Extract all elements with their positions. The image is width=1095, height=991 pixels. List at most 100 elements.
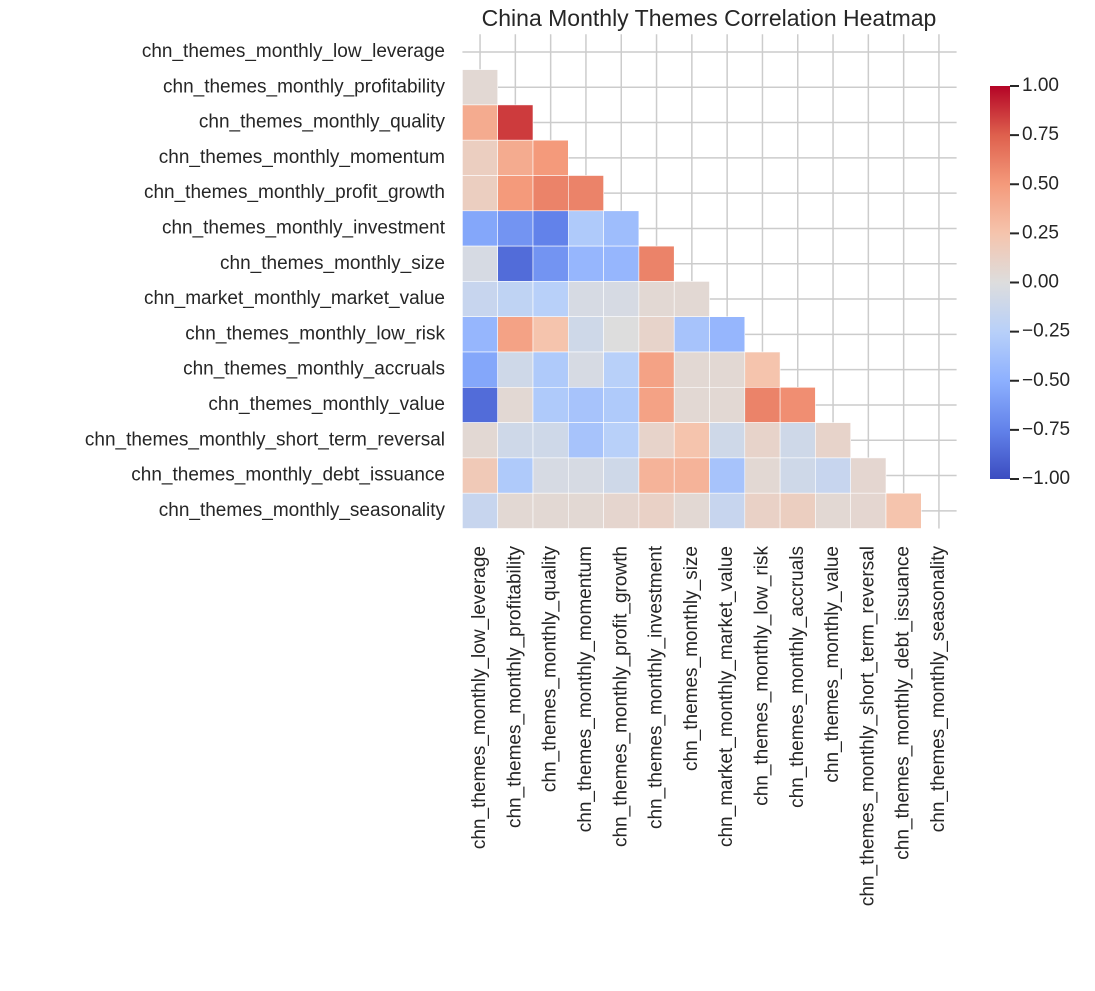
- x-tick-label: chn_themes_monthly_accruals: [787, 546, 808, 808]
- colorbar-tick-label: 0.00: [1022, 272, 1059, 293]
- colorbar: [990, 86, 1010, 479]
- colorbar-tick-label: −0.25: [1022, 321, 1070, 342]
- heatmap-cell: [744, 422, 781, 459]
- y-tick-label: chn_themes_monthly_low_risk: [185, 323, 445, 344]
- y-tick-label: chn_themes_monthly_accruals: [183, 359, 445, 380]
- x-tick-label: chn_themes_monthly_short_term_reversal: [857, 546, 878, 906]
- x-tick-label: chn_themes_monthly_investment: [646, 545, 667, 829]
- heatmap-cell: [673, 422, 710, 459]
- heatmap-cell: [673, 281, 710, 317]
- x-tick-label: chn_themes_monthly_value: [822, 546, 843, 783]
- heatmap-cell: [603, 386, 640, 423]
- heatmap-cell: [779, 422, 816, 459]
- heatmap-cell: [462, 316, 498, 353]
- heatmap-cell: [462, 175, 498, 212]
- heatmap-cell: [567, 422, 604, 459]
- heatmap-cell: [497, 316, 534, 353]
- chart-title: China Monthly Themes Correlation Heatmap: [482, 5, 937, 31]
- heatmap-cell: [497, 351, 534, 388]
- heatmap-cell: [744, 351, 781, 388]
- heatmap-cell: [673, 316, 710, 353]
- heatmap-cell: [603, 351, 640, 388]
- colorbar-tick-label: 0.25: [1022, 222, 1059, 243]
- x-tick-label: chn_themes_monthly_debt_issuance: [893, 546, 914, 860]
- heatmap-cell: [709, 422, 746, 459]
- y-tick-label: chn_themes_monthly_low_leverage: [142, 41, 445, 62]
- heatmap-cell: [673, 492, 710, 529]
- heatmap-cell: [673, 386, 710, 423]
- heatmap-cell: [497, 281, 534, 317]
- heatmap-cell: [709, 351, 746, 388]
- x-tick-label: chn_themes_monthly_profitability: [504, 546, 525, 828]
- heatmap-cell: [779, 492, 816, 529]
- heatmap-cell: [744, 492, 781, 529]
- heatmap-cell: [603, 281, 640, 317]
- heatmap-cell: [532, 422, 569, 459]
- heatmap-cell: [462, 69, 498, 106]
- heatmap-cell: [497, 104, 534, 141]
- x-tick-label: chn_themes_monthly_size: [681, 546, 702, 771]
- heatmap-cell: [638, 245, 675, 282]
- heatmap-cell: [567, 281, 604, 317]
- colorbar-tick-label: 0.75: [1022, 124, 1059, 145]
- y-tick-label: chn_themes_monthly_short_term_reversal: [85, 429, 445, 450]
- heatmap-cell: [532, 457, 569, 494]
- y-tick-label: chn_themes_monthly_debt_issuance: [131, 465, 445, 486]
- heatmap-cell: [603, 316, 640, 353]
- heatmap-cell: [709, 386, 746, 423]
- heatmap-cell: [815, 492, 852, 529]
- x-tick-label: chn_themes_monthly_quality: [540, 546, 561, 793]
- heatmap-cell: [462, 386, 498, 423]
- heatmap-cell: [779, 386, 816, 423]
- heatmap-cell: [673, 457, 710, 494]
- heatmap-cell: [532, 175, 569, 212]
- colorbar-tick-label: −0.75: [1022, 419, 1070, 440]
- heatmap-cell: [567, 386, 604, 423]
- x-tick-label: chn_themes_monthly_low_leverage: [469, 546, 490, 849]
- heatmap-cell: [744, 386, 781, 423]
- heatmap-cell: [638, 457, 675, 494]
- heatmap-cell: [779, 457, 816, 494]
- y-tick-label: chn_market_monthly_market_value: [144, 288, 445, 309]
- heatmap-cell: [462, 210, 498, 247]
- y-tick-label: chn_themes_monthly_quality: [199, 112, 446, 133]
- y-tick-label: chn_themes_monthly_size: [220, 253, 445, 274]
- colorbar-tick-label: −0.50: [1022, 370, 1070, 391]
- x-tick-label: chn_themes_monthly_momentum: [575, 546, 596, 832]
- heatmap-cell: [462, 351, 498, 388]
- y-tick-label: chn_themes_monthly_momentum: [159, 147, 445, 168]
- heatmap-cell: [673, 351, 710, 388]
- heatmap-cell: [532, 210, 569, 247]
- heatmap-cell: [532, 281, 569, 317]
- heatmap-cell: [532, 386, 569, 423]
- heatmap-cell: [603, 457, 640, 494]
- heatmap-cell: [497, 386, 534, 423]
- heatmap-cell: [567, 175, 604, 212]
- heatmap-cell: [497, 210, 534, 247]
- heatmap-cell: [709, 316, 746, 353]
- heatmap-cell: [567, 245, 604, 282]
- heatmap-cell: [744, 457, 781, 494]
- heatmap-cell: [462, 139, 498, 176]
- heatmap-cell: [638, 492, 675, 529]
- heatmap-cell: [532, 139, 569, 176]
- heatmap-cell: [638, 281, 675, 317]
- heatmap-cell: [638, 422, 675, 459]
- heatmap-cell: [462, 457, 498, 494]
- heatmap-cell: [567, 351, 604, 388]
- heatmap-cell: [709, 492, 746, 529]
- colorbar-tick-label: 0.50: [1022, 173, 1059, 194]
- heatmap-cell: [567, 457, 604, 494]
- heatmap-cell: [462, 245, 498, 282]
- heatmap-cell: [815, 422, 852, 459]
- x-tick-label: chn_market_monthly_market_value: [716, 546, 737, 847]
- heatmap-cell: [462, 492, 498, 529]
- heatmap-cell: [850, 492, 887, 529]
- heatmap-cell: [603, 422, 640, 459]
- heatmap-cell: [497, 492, 534, 529]
- y-tick-label: chn_themes_monthly_seasonality: [159, 500, 446, 521]
- heatmap-cell: [497, 422, 534, 459]
- heatmap-cell: [532, 492, 569, 529]
- x-tick-label: chn_themes_monthly_seasonality: [928, 546, 949, 833]
